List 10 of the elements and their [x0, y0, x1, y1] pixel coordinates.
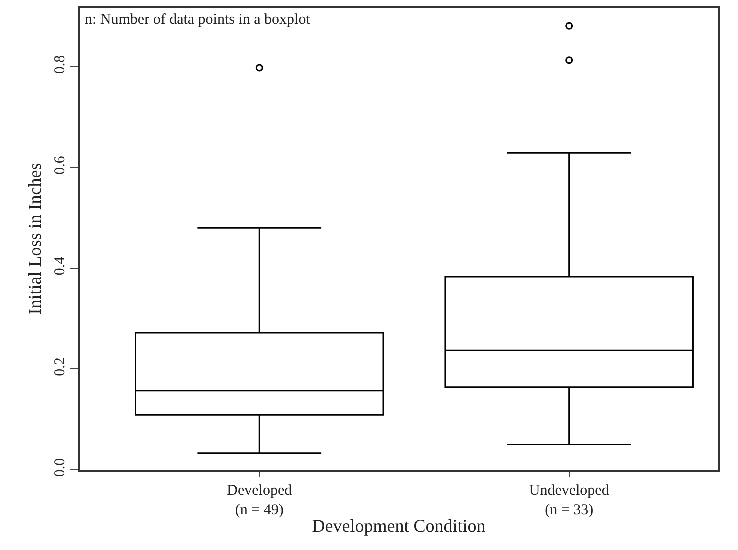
y-tick-label: 0.0 — [52, 458, 68, 478]
y-tick-label: 0.4 — [52, 256, 68, 276]
y-axis-title: Initial Loss in Inches — [24, 163, 45, 315]
y-tick-label: 0.2 — [52, 358, 68, 376]
y-tick-label: 0.6 — [52, 156, 68, 175]
x-axis-title: Development Condition — [312, 516, 486, 536]
x-tick-label: Undeveloped (n = 33) — [529, 482, 610, 518]
x-tick-label: Developed (n = 49) — [227, 482, 293, 518]
annotation: n: Number of data points in a boxplot — [85, 12, 312, 28]
y-tick-label: 0.8 — [52, 55, 68, 74]
